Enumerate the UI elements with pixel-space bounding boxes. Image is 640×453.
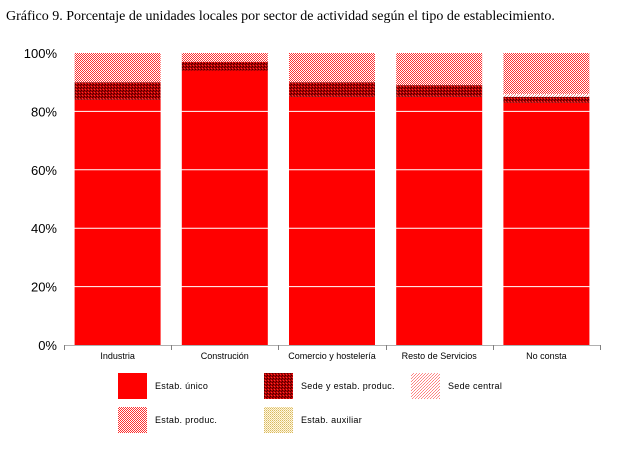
bar-segment	[396, 53, 483, 86]
gridlines	[64, 110, 600, 288]
bar-segment	[503, 53, 590, 94]
y-tick-label: 40%	[31, 221, 57, 236]
bar-segment	[396, 85, 483, 97]
bar-segment	[181, 70, 268, 346]
x-tick-label: Industria	[100, 351, 135, 361]
bar-segment	[289, 82, 375, 97]
bar-segment	[74, 99, 161, 345]
legend-swatch	[411, 373, 440, 399]
x-tick-label: Comercio y hostelería	[288, 351, 376, 361]
x-tick-label: Construción	[201, 351, 249, 361]
bar-segment	[181, 61, 268, 71]
legend-label: Estab. auxiliar	[301, 415, 362, 425]
y-tick-label: 20%	[31, 280, 57, 295]
plot-area: 0% 20% 40% 60% 80% 100% Industria Construción Co…	[24, 46, 601, 361]
bar-segment	[503, 93, 590, 97]
bar-segment	[396, 96, 483, 345]
legend-label: Estab. produc.	[155, 415, 217, 425]
bar-segment	[289, 53, 375, 83]
legend: Estab. único Sede y estab. produc. Sede ce…	[118, 373, 502, 433]
x-tick-label: Resto de Servicios	[402, 351, 478, 361]
bar-segment	[74, 53, 161, 83]
y-tick-label: 0%	[38, 338, 57, 353]
legend-swatch	[118, 373, 147, 399]
y-tick-label: 100%	[24, 46, 58, 61]
bar-segment	[503, 102, 590, 345]
legend-swatch	[264, 373, 293, 399]
bar-segment	[74, 82, 161, 100]
chart-title: Gráfico 9. Porcentaje de unidades locale…	[6, 9, 555, 24]
y-tick-label: 60%	[31, 163, 57, 178]
y-tick-label: 80%	[31, 104, 57, 119]
legend-label: Sede y estab. produc.	[301, 381, 395, 391]
bar-segment	[503, 96, 590, 103]
legend-swatch	[264, 407, 293, 433]
legend-label: Estab. único	[155, 381, 208, 391]
axes: 0% 20% 40% 60% 80% 100% Industria Construción Co…	[24, 46, 601, 361]
bar-segment	[181, 53, 268, 62]
bar-segment	[289, 96, 375, 345]
legend-swatch	[118, 407, 147, 433]
x-tick-label: No consta	[526, 351, 567, 361]
legend-label: Sede central	[448, 381, 502, 391]
bars	[74, 53, 590, 346]
